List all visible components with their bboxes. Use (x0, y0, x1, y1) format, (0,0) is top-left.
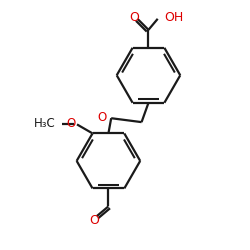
Text: O: O (98, 111, 107, 124)
Text: O: O (67, 117, 76, 130)
Text: H₃C: H₃C (34, 117, 56, 130)
Text: O: O (90, 214, 100, 226)
Text: OH: OH (164, 11, 184, 24)
Text: O: O (129, 11, 139, 24)
